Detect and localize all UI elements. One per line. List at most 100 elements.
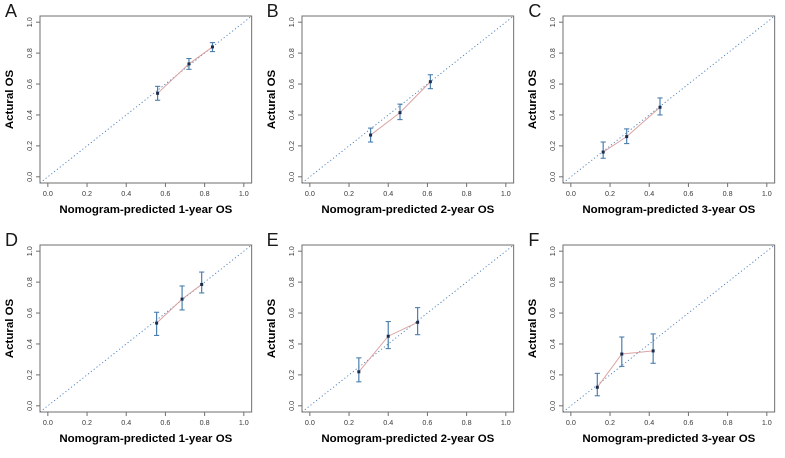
y-axis-title: Actural OS bbox=[527, 298, 539, 358]
y-tick-label: 0.2 bbox=[548, 370, 557, 380]
y-tick-label: 1.0 bbox=[25, 246, 34, 256]
panel-d: D 0.0 0.0 0.2 0.2 0.4 0.4 0.6 0.6 0.8 0.8 1.0 1.0 No… bbox=[0, 229, 262, 458]
y-tick-label: 0.6 bbox=[548, 308, 557, 318]
y-tick-label: 1.0 bbox=[287, 17, 296, 27]
calibration-plot-1yr-validation: 0.0 0.0 0.2 0.2 0.4 0.4 0.6 0.6 0.8 0.8 1.0 1.0 Nomo… bbox=[4, 244, 253, 445]
x-axis-title: Nomogram-predicted 1-year OS bbox=[59, 433, 232, 445]
x-tick-label: 0.6 bbox=[684, 189, 694, 198]
x-tick-label: 0.2 bbox=[605, 418, 615, 427]
y-tick-label: 1.0 bbox=[25, 17, 34, 27]
data-point bbox=[180, 297, 184, 301]
y-tick-label: 0.0 bbox=[287, 172, 296, 182]
y-tick-label: 0.0 bbox=[548, 401, 557, 411]
calibration-plot-3yr-training: 0.0 0.0 0.2 0.2 0.4 0.4 0.6 0.6 0.8 0.8 1.0 1.0 Nomo… bbox=[527, 15, 776, 216]
data-point bbox=[155, 321, 159, 325]
data-point bbox=[210, 45, 214, 49]
plot-box bbox=[39, 244, 253, 413]
panel-letter-a: A bbox=[5, 1, 18, 21]
y-tick-label: 0.0 bbox=[548, 172, 557, 182]
y-tick-label: 0.4 bbox=[548, 110, 557, 120]
data-point bbox=[651, 349, 655, 353]
x-tick-label: 1.0 bbox=[239, 189, 249, 198]
y-axis-title: Actural OS bbox=[266, 69, 278, 129]
x-tick-label: 0.0 bbox=[304, 189, 314, 198]
x-tick-label: 0.0 bbox=[566, 189, 576, 198]
y-tick-label: 0.4 bbox=[25, 339, 34, 349]
panel-c: C 0.0 0.0 0.2 0.2 0.4 0.4 0.6 0.6 0.8 0.8 1.0 1.0 No… bbox=[523, 0, 785, 229]
diagonal-reference-line bbox=[301, 244, 514, 413]
x-tick-label: 0.6 bbox=[160, 418, 170, 427]
calibration-line bbox=[603, 106, 661, 153]
y-tick-label: 0.4 bbox=[548, 339, 557, 349]
x-tick-label: 1.0 bbox=[500, 189, 510, 198]
y-tick-label: 0.2 bbox=[548, 141, 557, 151]
x-tick-label: 0.0 bbox=[43, 418, 53, 427]
x-tick-label: 0.8 bbox=[461, 418, 471, 427]
x-tick-label: 1.0 bbox=[500, 418, 510, 427]
x-tick-label: 0.8 bbox=[200, 189, 210, 198]
y-tick-label: 1.0 bbox=[287, 246, 296, 256]
x-axis-title: Nomogram-predicted 3-year OS bbox=[583, 204, 756, 216]
panel-letter-f: F bbox=[528, 230, 540, 250]
data-point bbox=[415, 320, 419, 324]
x-tick-label: 0.4 bbox=[645, 418, 655, 427]
x-tick-label: 0.6 bbox=[422, 189, 432, 198]
x-tick-label: 1.0 bbox=[762, 418, 772, 427]
y-tick-label: 0.8 bbox=[548, 48, 557, 58]
y-tick-label: 0.8 bbox=[287, 277, 296, 287]
x-tick-label: 0.4 bbox=[121, 189, 131, 198]
y-axis-title: Actural OS bbox=[266, 298, 278, 358]
panel-letter-c: C bbox=[528, 1, 542, 21]
plot-box bbox=[301, 15, 514, 184]
x-axis-title: Nomogram-predicted 2-year OS bbox=[321, 204, 494, 216]
data-point bbox=[625, 135, 629, 139]
panel-b: B 0.0 0.0 0.2 0.2 0.4 0.4 0.6 0.6 0.8 0.8 1.0 1.0 No… bbox=[262, 0, 524, 229]
calibration-plot-1yr-training: 0.0 0.0 0.2 0.2 0.4 0.4 0.6 0.6 0.8 0.8 1.0 1.0 Nomo… bbox=[4, 15, 253, 216]
y-tick-label: 1.0 bbox=[548, 17, 557, 27]
x-tick-label: 0.4 bbox=[645, 189, 655, 198]
panel-a: A 0.0 0.0 0.2 0.2 0.4 0.4 0.6 0.6 0.8 0.8 1.0 1.0 No… bbox=[0, 0, 262, 229]
data-point bbox=[658, 105, 662, 109]
x-tick-label: 0.0 bbox=[566, 418, 576, 427]
x-tick-label: 0.2 bbox=[82, 418, 92, 427]
y-axis-title: Actural OS bbox=[527, 69, 539, 129]
x-tick-label: 0.4 bbox=[383, 418, 393, 427]
x-tick-label: 0.6 bbox=[684, 418, 694, 427]
x-tick-label: 0.8 bbox=[723, 418, 733, 427]
x-tick-label: 0.8 bbox=[723, 189, 733, 198]
data-point bbox=[156, 91, 160, 95]
y-axis-title: Actural OS bbox=[4, 69, 16, 129]
data-point bbox=[200, 282, 204, 286]
diagonal-reference-line bbox=[39, 244, 252, 413]
data-point bbox=[398, 111, 402, 115]
y-tick-label: 0.4 bbox=[287, 110, 296, 120]
y-tick-label: 0.8 bbox=[287, 48, 296, 58]
plot-box bbox=[562, 15, 776, 184]
x-tick-label: 0.0 bbox=[43, 189, 53, 198]
calibration-line bbox=[597, 350, 654, 388]
x-tick-label: 0.4 bbox=[121, 418, 131, 427]
diagonal-reference-line bbox=[563, 15, 776, 184]
y-axis-title: Actural OS bbox=[4, 298, 16, 358]
y-tick-label: 0.6 bbox=[287, 308, 296, 318]
x-axis-title: Nomogram-predicted 3-year OS bbox=[583, 433, 756, 445]
data-point bbox=[428, 80, 432, 84]
y-tick-label: 0.0 bbox=[25, 172, 34, 182]
plot-box bbox=[562, 244, 776, 413]
y-tick-label: 0.2 bbox=[25, 141, 34, 151]
x-tick-label: 0.8 bbox=[461, 189, 471, 198]
data-point bbox=[386, 334, 390, 338]
y-tick-label: 0.4 bbox=[287, 339, 296, 349]
x-axis-title: Nomogram-predicted 1-year OS bbox=[59, 204, 232, 216]
y-tick-label: 1.0 bbox=[548, 246, 557, 256]
x-tick-label: 1.0 bbox=[239, 418, 249, 427]
y-tick-label: 0.6 bbox=[548, 79, 557, 89]
y-tick-label: 0.4 bbox=[25, 110, 34, 120]
plot-box bbox=[301, 244, 514, 413]
data-point bbox=[187, 62, 191, 66]
panel-letter-d: D bbox=[5, 230, 18, 250]
data-point bbox=[596, 385, 600, 389]
x-tick-label: 0.2 bbox=[344, 189, 354, 198]
y-tick-label: 0.8 bbox=[548, 277, 557, 287]
